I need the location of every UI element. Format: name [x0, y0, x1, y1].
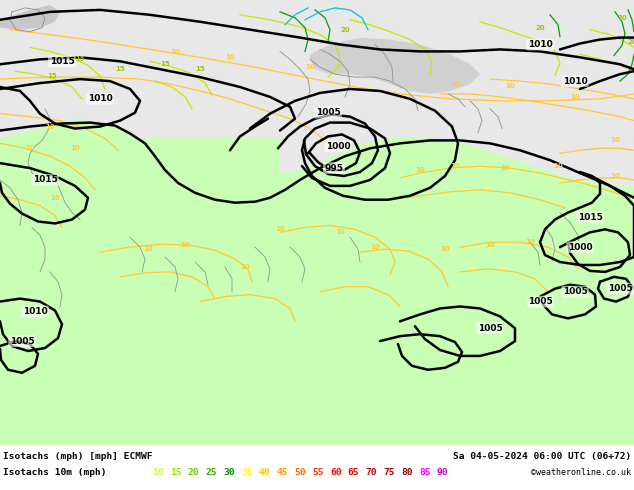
Text: 10: 10 — [45, 123, 55, 129]
Text: 10: 10 — [485, 242, 495, 248]
Text: 10: 10 — [225, 54, 235, 60]
Text: 35: 35 — [241, 468, 252, 477]
Polygon shape — [280, 42, 634, 188]
Text: 25: 25 — [205, 468, 217, 477]
Polygon shape — [0, 119, 634, 445]
Text: 45: 45 — [276, 468, 288, 477]
Text: 10: 10 — [335, 229, 345, 235]
Text: 10: 10 — [152, 468, 164, 477]
Text: 15: 15 — [47, 73, 57, 79]
Text: 10: 10 — [415, 167, 425, 173]
Text: 10: 10 — [370, 244, 380, 250]
Text: 20: 20 — [627, 39, 634, 45]
Text: 20: 20 — [188, 468, 199, 477]
Text: 1005: 1005 — [477, 324, 502, 333]
Text: 80: 80 — [401, 468, 413, 477]
Text: 1000: 1000 — [567, 243, 592, 252]
Text: 1010: 1010 — [87, 95, 112, 103]
Text: 10: 10 — [180, 242, 190, 248]
Text: 10: 10 — [553, 163, 563, 169]
Text: 10: 10 — [500, 165, 510, 171]
Text: 55: 55 — [312, 468, 324, 477]
Polygon shape — [0, 5, 60, 30]
Text: 75: 75 — [384, 468, 395, 477]
Text: 50: 50 — [294, 468, 306, 477]
Text: 20: 20 — [340, 26, 350, 33]
Text: 10: 10 — [240, 264, 250, 270]
Text: 10: 10 — [610, 173, 620, 179]
Polygon shape — [0, 0, 634, 89]
Text: 10: 10 — [275, 226, 285, 232]
Text: 1005: 1005 — [316, 108, 340, 117]
Text: 10: 10 — [305, 64, 315, 70]
Text: 60: 60 — [330, 468, 342, 477]
Text: 1015: 1015 — [49, 57, 74, 66]
Text: 10: 10 — [570, 94, 580, 100]
Text: 40: 40 — [259, 468, 270, 477]
Text: ©weatheronline.co.uk: ©weatheronline.co.uk — [531, 468, 631, 477]
Text: 10: 10 — [525, 239, 535, 245]
Text: 1015: 1015 — [578, 213, 602, 222]
Text: 15: 15 — [115, 66, 125, 72]
Text: 20: 20 — [617, 15, 627, 21]
Text: 10: 10 — [170, 49, 180, 55]
Text: 10: 10 — [70, 146, 80, 151]
Text: 1005: 1005 — [562, 287, 587, 296]
Text: 10: 10 — [505, 83, 515, 89]
Text: 1010: 1010 — [562, 76, 587, 86]
Text: 15: 15 — [75, 56, 85, 62]
Text: 1000: 1000 — [326, 142, 351, 151]
Text: 1005: 1005 — [607, 284, 632, 293]
Text: 30: 30 — [223, 468, 235, 477]
Text: 15: 15 — [160, 61, 170, 67]
Text: Isotachs (mph) [mph] ECMWF: Isotachs (mph) [mph] ECMWF — [3, 452, 153, 461]
Text: 1010: 1010 — [527, 40, 552, 49]
Text: 15: 15 — [195, 66, 205, 72]
Text: 65: 65 — [348, 468, 359, 477]
Text: 90: 90 — [437, 468, 448, 477]
Text: 10: 10 — [610, 137, 620, 144]
Text: 20: 20 — [535, 24, 545, 31]
Text: 10: 10 — [50, 195, 60, 201]
Text: 15: 15 — [170, 468, 181, 477]
Text: Isotachs 10m (mph): Isotachs 10m (mph) — [3, 468, 107, 477]
Text: 10: 10 — [143, 246, 153, 252]
Text: 1005: 1005 — [10, 337, 34, 345]
Text: 10: 10 — [25, 146, 35, 151]
Text: 70: 70 — [366, 468, 377, 477]
Text: 10: 10 — [450, 81, 460, 87]
Text: Sa 04-05-2024 06:00 UTC (06+72): Sa 04-05-2024 06:00 UTC (06+72) — [453, 452, 631, 461]
Text: 10: 10 — [440, 246, 450, 252]
Text: 10: 10 — [450, 163, 460, 169]
Polygon shape — [310, 38, 480, 94]
Bar — [0, 138, 634, 445]
Text: 995: 995 — [325, 164, 344, 172]
Text: 1015: 1015 — [32, 175, 58, 184]
Text: 1005: 1005 — [527, 297, 552, 306]
Text: 85: 85 — [419, 468, 430, 477]
Text: 1010: 1010 — [23, 307, 48, 316]
